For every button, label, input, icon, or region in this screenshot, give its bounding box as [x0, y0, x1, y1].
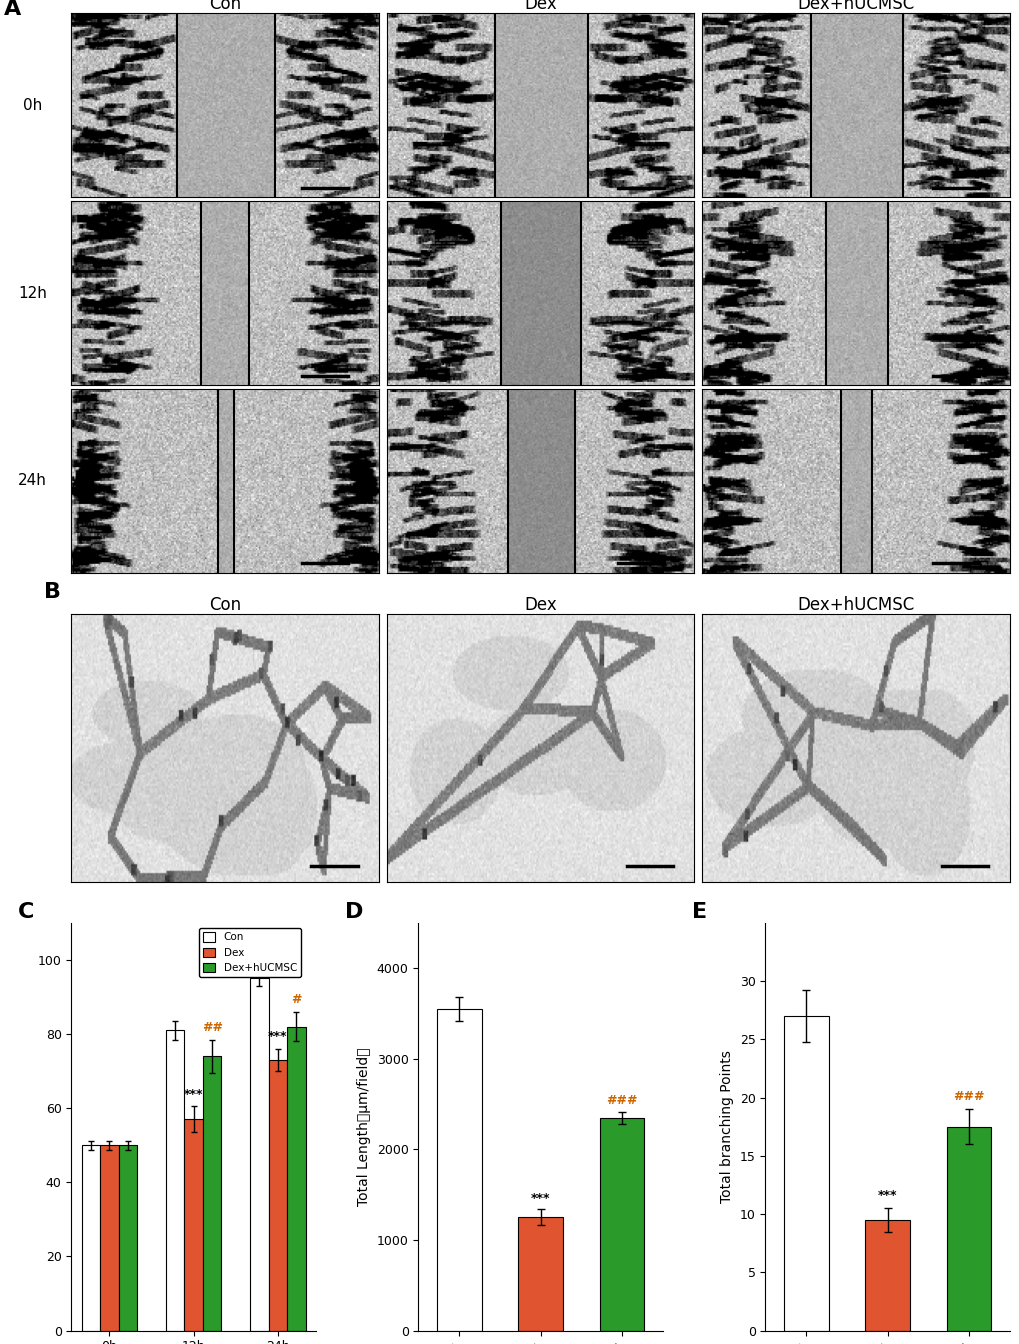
Bar	[268, 1060, 286, 1331]
Text: B: B	[44, 582, 61, 602]
Bar	[783, 1016, 827, 1331]
Legend: Con, Dex, Dex+hUCMSC: Con, Dex, Dex+hUCMSC	[199, 929, 301, 977]
Title: Dex: Dex	[524, 595, 556, 614]
Bar	[436, 1009, 481, 1331]
Text: A: A	[4, 0, 21, 19]
Y-axis label: 24h: 24h	[18, 473, 47, 488]
Bar	[118, 1145, 137, 1331]
Text: ###: ###	[953, 1090, 984, 1103]
Title: Con: Con	[209, 0, 242, 13]
Text: ##: ##	[202, 1021, 222, 1034]
Text: E: E	[692, 902, 706, 922]
Text: ***: ***	[268, 1031, 287, 1043]
Bar	[250, 978, 268, 1331]
Title: Dex+hUCMSC: Dex+hUCMSC	[797, 595, 914, 614]
Bar	[82, 1145, 100, 1331]
Bar	[946, 1126, 990, 1331]
Text: #: #	[290, 993, 302, 1007]
Title: Con: Con	[209, 595, 242, 614]
Bar	[518, 1218, 562, 1331]
Y-axis label: Total branching Points: Total branching Points	[719, 1050, 734, 1203]
Bar	[100, 1145, 118, 1331]
Bar	[599, 1118, 644, 1331]
Bar	[864, 1220, 909, 1331]
Title: Dex+hUCMSC: Dex+hUCMSC	[797, 0, 914, 13]
Bar	[184, 1120, 203, 1331]
Text: ***: ***	[877, 1189, 897, 1203]
Text: ***: ***	[183, 1087, 203, 1101]
Bar	[166, 1031, 184, 1331]
Y-axis label: 12h: 12h	[18, 285, 47, 301]
Bar	[203, 1056, 221, 1331]
Y-axis label: Total Length（μm/field）: Total Length（μm/field）	[357, 1047, 371, 1206]
Text: ***: ***	[530, 1192, 550, 1204]
Title: Dex: Dex	[524, 0, 556, 13]
Text: D: D	[344, 902, 363, 922]
Text: ###: ###	[605, 1094, 637, 1107]
Bar	[286, 1027, 306, 1331]
Y-axis label: 0h: 0h	[22, 98, 42, 113]
Text: C: C	[17, 902, 34, 922]
